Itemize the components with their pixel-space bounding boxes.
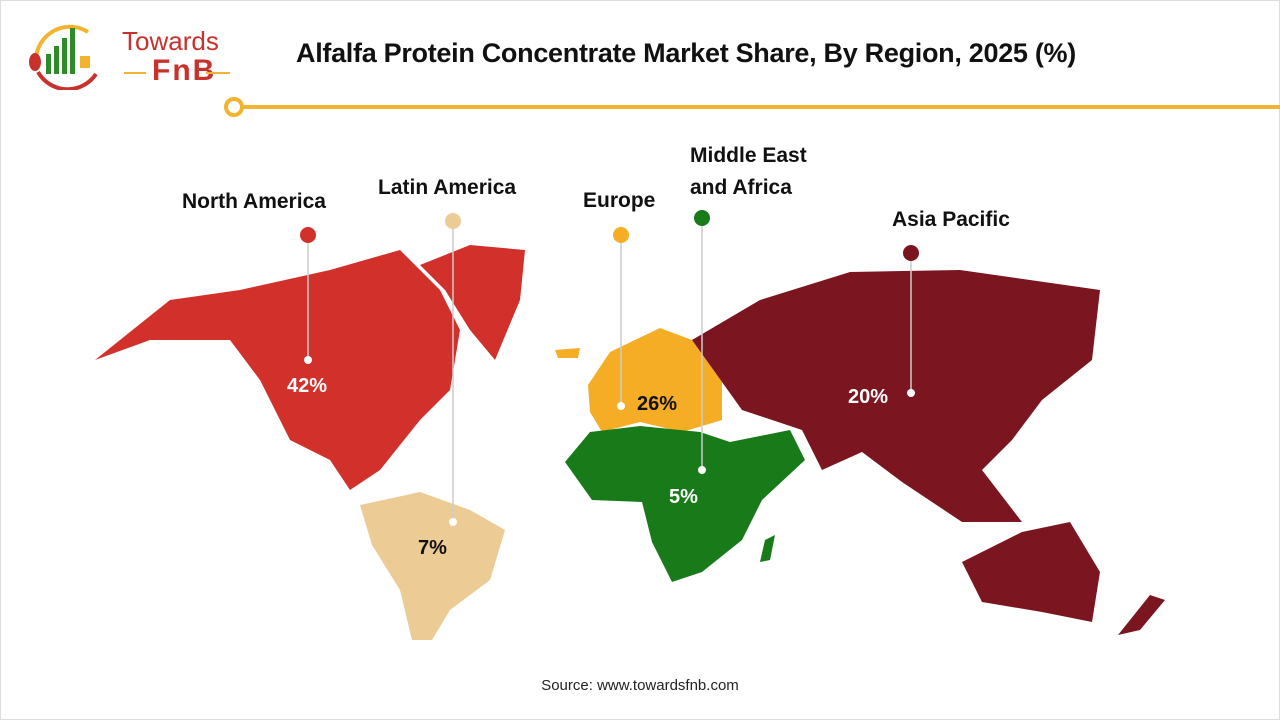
label-europe: Europe [583, 189, 656, 212]
logo-line-left [124, 72, 146, 74]
region-australia [962, 522, 1100, 622]
region-iceland [555, 348, 580, 358]
label-latin-america: Latin America [378, 176, 517, 199]
value-middle-east-africa: 5% [669, 486, 698, 508]
chart-title: Alfalfa Protein Concentrate Market Share… [296, 38, 1076, 68]
anchor-asia-pacific [907, 389, 915, 397]
region-madagascar [760, 535, 775, 562]
title-line-dot [224, 97, 244, 117]
title-underline [244, 105, 1280, 109]
label-middle-east-africa: Middle East and Africa [690, 144, 807, 199]
region-new-zealand [1118, 595, 1165, 635]
value-north-america: 42% [287, 375, 328, 397]
region-greenland [420, 245, 525, 360]
logo-icon [29, 24, 98, 92]
anchor-middle-east-africa [698, 466, 706, 474]
region-north-america [95, 250, 460, 490]
logo: Towards FnB [26, 20, 230, 92]
value-latin-america: 7% [418, 537, 447, 559]
anchor-europe [617, 402, 625, 410]
marker-north-america [300, 227, 316, 243]
label-north-america: North America [182, 190, 326, 213]
marker-middle-east-africa [694, 210, 710, 226]
marker-europe [613, 227, 629, 243]
logo-text-towards: Towards [122, 26, 219, 56]
logo-text-fnb: FnB [152, 54, 217, 87]
marker-asia-pacific [903, 245, 919, 261]
marker-latin-america [445, 213, 461, 229]
logo-line-right [206, 72, 230, 74]
anchor-latin-america [449, 518, 457, 526]
label-asia-pacific: Asia Pacific [892, 208, 1010, 231]
source-note: Source: www.towardsfnb.com [541, 677, 739, 694]
anchor-north-america [304, 356, 312, 364]
region-asia [692, 270, 1100, 522]
value-asia-pacific: 20% [848, 386, 889, 408]
region-africa [565, 426, 805, 582]
region-south-america [360, 492, 505, 640]
value-europe: 26% [637, 393, 678, 415]
